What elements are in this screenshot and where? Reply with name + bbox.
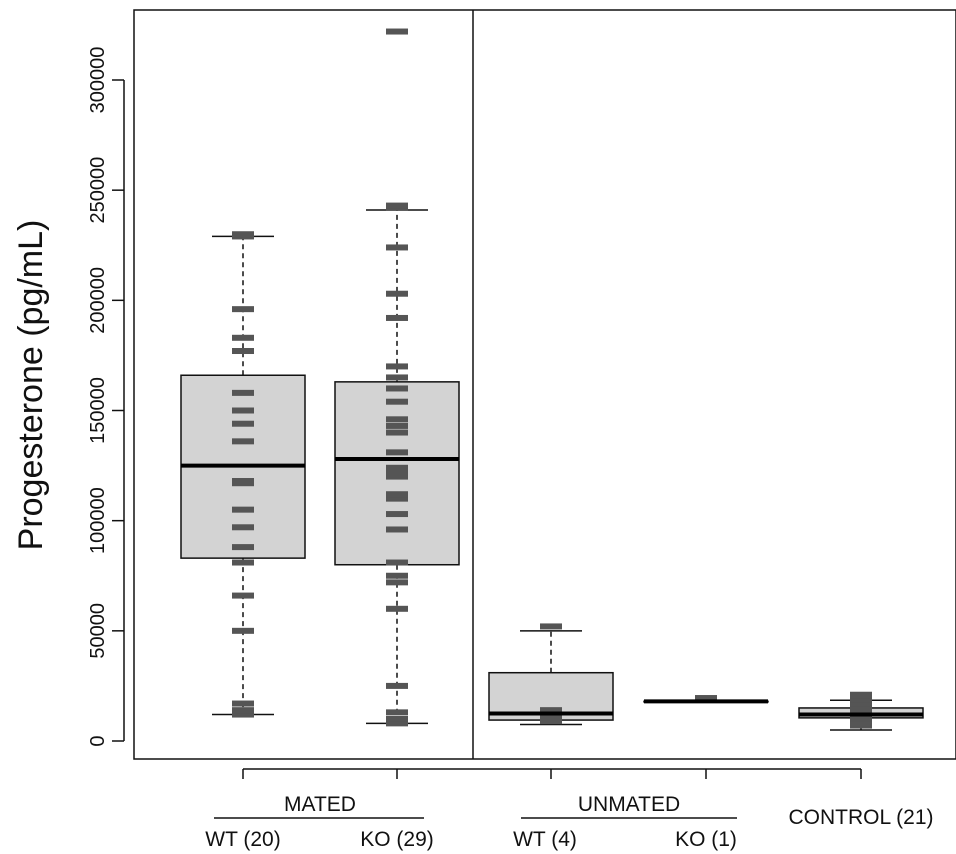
y-tick-label: 50000 <box>87 603 109 659</box>
data-point <box>386 559 408 566</box>
group-label: UNMATED <box>578 793 680 816</box>
data-point <box>386 709 408 716</box>
data-point <box>540 623 562 630</box>
data-point <box>386 511 408 518</box>
data-point <box>386 682 408 689</box>
data-point <box>386 202 408 209</box>
box-group <box>798 691 924 731</box>
y-tick-label: 0 <box>87 735 109 746</box>
data-point <box>232 700 254 707</box>
box-group <box>488 623 614 726</box>
box-group <box>180 231 306 718</box>
data-point <box>386 374 408 381</box>
data-point <box>695 695 717 702</box>
category-label: CONTROL (21) <box>788 806 933 829</box>
data-point <box>232 334 254 341</box>
data-point <box>386 385 408 392</box>
data-point <box>850 692 872 699</box>
data-point <box>232 438 254 445</box>
data-point <box>232 231 254 238</box>
data-point <box>386 429 408 436</box>
data-point <box>540 713 562 720</box>
category-label: KO (1) <box>675 828 737 851</box>
data-point <box>232 506 254 513</box>
data-point <box>386 416 408 423</box>
data-point <box>232 711 254 718</box>
data-point <box>232 407 254 414</box>
box-group <box>334 28 460 727</box>
data-point <box>850 706 872 713</box>
data-point <box>386 579 408 586</box>
box-group <box>643 695 769 704</box>
y-axis: 0 50000 100000 150000 200000 250000 300000 <box>87 47 125 747</box>
data-point <box>386 526 408 533</box>
category-label: WT (20) <box>205 828 280 851</box>
data-point <box>386 244 408 251</box>
category-label: WT (4) <box>513 828 577 851</box>
data-point <box>232 306 254 313</box>
x-axis: MATED UNMATED WT (20) KO (29) WT (4) KO (1) CO… <box>205 768 934 851</box>
data-point <box>232 707 254 714</box>
data-point <box>386 314 408 321</box>
y-axis-label: Progesterone (pg/mL) <box>12 220 50 551</box>
y-tick-label: 150000 <box>87 377 109 444</box>
data-point <box>386 28 408 35</box>
data-point <box>232 478 254 485</box>
data-point <box>386 363 408 370</box>
data-point <box>232 544 254 551</box>
data-point <box>386 715 408 722</box>
data-point <box>386 495 408 502</box>
category-label: KO (29) <box>360 828 434 851</box>
y-tick-label: 250000 <box>87 157 109 224</box>
y-tick-label: 300000 <box>87 47 109 114</box>
y-tick-label: 200000 <box>87 267 109 334</box>
data-point <box>386 290 408 297</box>
data-point <box>386 572 408 579</box>
data-point <box>386 491 408 498</box>
data-point <box>232 389 254 396</box>
data-point <box>386 469 408 476</box>
data-point <box>386 398 408 405</box>
data-point <box>232 420 254 427</box>
data-point <box>232 627 254 634</box>
group-label: MATED <box>284 793 356 816</box>
data-point <box>386 473 408 480</box>
data-point <box>386 464 408 471</box>
y-tick-label: 100000 <box>87 487 109 554</box>
data-point <box>232 524 254 531</box>
data-point <box>232 592 254 599</box>
data-point <box>540 707 562 714</box>
data-point <box>540 718 562 725</box>
data-point <box>386 449 408 456</box>
data-point <box>386 422 408 429</box>
data-point <box>232 348 254 355</box>
plot-frame <box>133 9 956 760</box>
boxes-layer <box>180 28 924 731</box>
data-point <box>386 605 408 612</box>
data-point <box>386 720 408 727</box>
data-point <box>232 559 254 566</box>
